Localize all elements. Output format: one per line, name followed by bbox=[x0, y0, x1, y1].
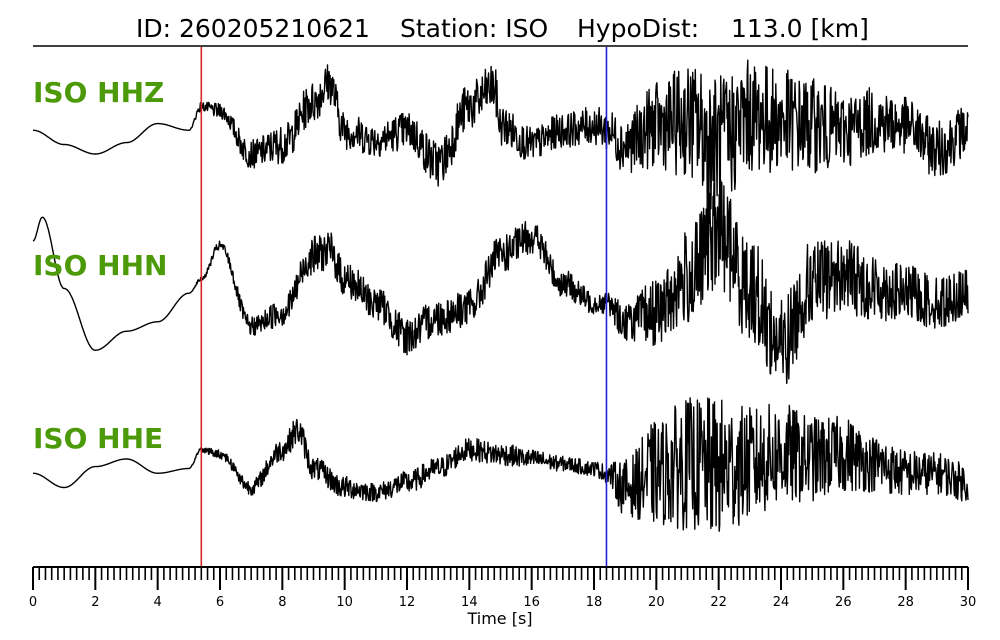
x-tick-label: 4 bbox=[154, 595, 162, 610]
x-axis-label: Time [s] bbox=[466, 609, 532, 628]
x-tick-label: 20 bbox=[648, 595, 665, 610]
trace-iso-hhe bbox=[32, 397, 969, 532]
trace-iso-hhn bbox=[32, 179, 969, 384]
phase-markers bbox=[200, 47, 608, 567]
title-station: Station: ISO bbox=[400, 14, 548, 43]
traces-group bbox=[32, 59, 969, 532]
trace-iso-hhz bbox=[32, 59, 969, 212]
x-tick-label: 16 bbox=[523, 595, 540, 610]
title-event-id: ID: 260205210621 bbox=[136, 14, 370, 43]
x-tick-label: 0 bbox=[29, 595, 37, 610]
plot-title: ID: 260205210621 Station: ISO HypoDist: … bbox=[136, 14, 869, 43]
x-tick-label: 18 bbox=[586, 595, 603, 610]
channel-label-iso-hhe: ISO HHE bbox=[33, 422, 163, 455]
channel-label-iso-hhz: ISO HHZ bbox=[33, 76, 164, 109]
x-tick-label: 22 bbox=[710, 595, 727, 610]
x-tick-label: 10 bbox=[336, 595, 353, 610]
x-axis: 0 2 4 6 8 10 12 14 16 18 20 22 24 26 28 30 bbox=[29, 566, 977, 610]
x-tick-label: 28 bbox=[897, 595, 914, 610]
x-tick-label: 8 bbox=[278, 595, 286, 610]
title-hypodist: HypoDist: 113.0 [km] bbox=[577, 14, 869, 43]
channel-label-iso-hhn: ISO HHN bbox=[33, 249, 167, 282]
x-tick-label: 14 bbox=[461, 595, 478, 610]
x-tick-label: 24 bbox=[773, 595, 790, 610]
x-tick-label: 6 bbox=[216, 595, 224, 610]
x-tick-label: 30 bbox=[960, 595, 977, 610]
x-tick-label: 26 bbox=[835, 595, 852, 610]
x-tick-label: 2 bbox=[91, 595, 99, 610]
channel-labels: ISO HHZ ISO HHN ISO HHE bbox=[33, 76, 167, 455]
x-tick-label: 12 bbox=[399, 595, 416, 610]
